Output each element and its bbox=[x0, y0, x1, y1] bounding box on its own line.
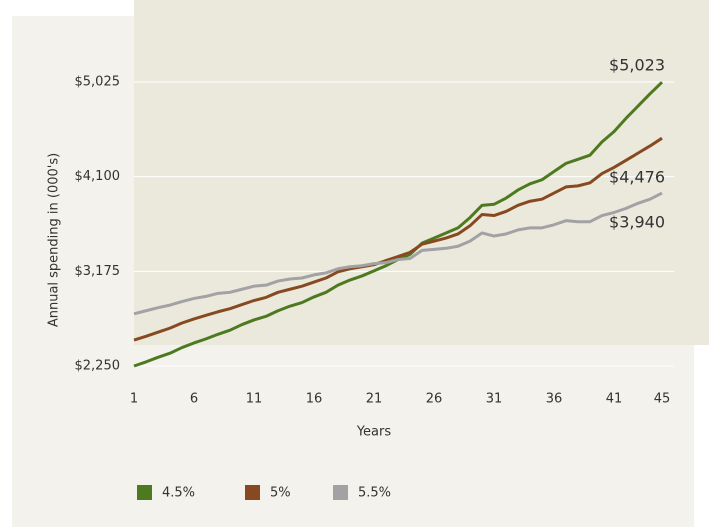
legend-swatch bbox=[245, 485, 260, 500]
legend-label: 5.5% bbox=[358, 486, 391, 501]
legend-swatch bbox=[333, 485, 348, 500]
legend-label: 5% bbox=[270, 486, 291, 501]
x-tick-label: 16 bbox=[306, 392, 323, 407]
x-tick-label: 45 bbox=[654, 392, 671, 407]
y-tick-label: $3,175 bbox=[75, 264, 121, 279]
end-label: $4,476 bbox=[609, 168, 665, 187]
x-tick-label: 26 bbox=[426, 392, 443, 407]
x-tick-label: 6 bbox=[190, 392, 198, 407]
x-tick-label: 21 bbox=[366, 392, 383, 407]
y-axis-label: Annual spending in (000's) bbox=[47, 153, 62, 327]
series-line bbox=[133, 191, 663, 316]
x-axis-label: Years bbox=[356, 425, 392, 440]
x-tick-label: 31 bbox=[486, 392, 503, 407]
x-tick-label: 41 bbox=[606, 392, 623, 407]
y-tick-label: $4,100 bbox=[75, 169, 121, 184]
end-label: $5,023 bbox=[609, 56, 665, 75]
legend-label: 4.5% bbox=[162, 486, 195, 501]
end-label: $3,940 bbox=[609, 213, 665, 232]
legend-swatch bbox=[137, 485, 152, 500]
x-tick-label: 1 bbox=[130, 392, 138, 407]
y-tick-label: $2,250 bbox=[75, 359, 121, 374]
x-tick-label: 11 bbox=[246, 392, 263, 407]
series-line bbox=[133, 136, 663, 342]
shade bbox=[134, 0, 709, 345]
x-tick-label: 36 bbox=[546, 392, 563, 407]
y-tick-label: $5,025 bbox=[75, 75, 121, 90]
